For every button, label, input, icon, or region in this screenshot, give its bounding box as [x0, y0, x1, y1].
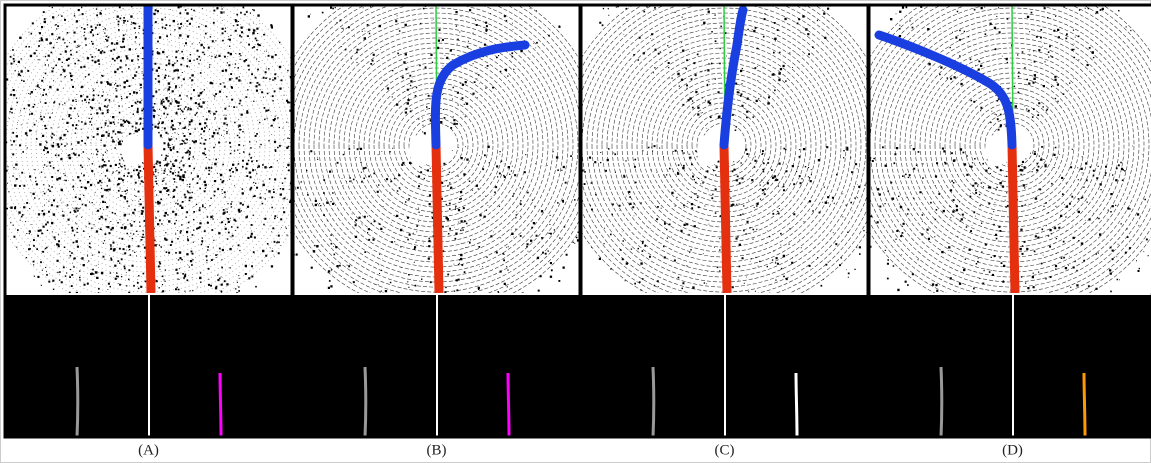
gt-path [77, 367, 78, 437]
past-trajectory [1012, 145, 1015, 293]
past-trajectory [724, 145, 727, 293]
gt-path [653, 367, 654, 437]
ego-blank [409, 134, 433, 166]
panel-label: (A) [138, 442, 159, 458]
bev-right [1014, 295, 1151, 437]
pred-path [1084, 373, 1085, 437]
page: (A)(B)(C)(D) (() => { const data = JSON.… [0, 0, 1151, 463]
ego-blank [697, 134, 721, 166]
gt-path [365, 367, 366, 437]
figure: (A) (B) (C) (D) [0, 0, 1151, 463]
panel-label: (B) [427, 442, 447, 458]
panel [557, 0, 899, 437]
ego-blank [121, 134, 145, 166]
panel [0, 0, 315, 437]
panel-label: (D) [1002, 442, 1023, 458]
pred-path [220, 373, 221, 437]
gt-path [941, 367, 942, 437]
pred-path [508, 373, 509, 437]
ego-blank [985, 134, 1009, 166]
past-trajectory [148, 145, 151, 293]
panel [266, 0, 605, 437]
panel-label: (C) [715, 442, 735, 458]
pred-path [796, 373, 797, 437]
panel [841, 0, 1151, 437]
past-trajectory [436, 145, 439, 293]
